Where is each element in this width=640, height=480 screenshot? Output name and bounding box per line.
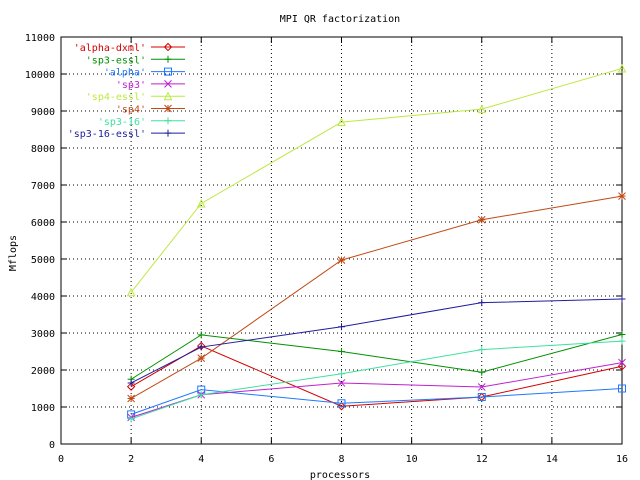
axes: 0 2 4 6 8 10 12 14 16 0 1000 2000 3000 4000 5000 6000 70…: [25, 33, 628, 465]
y-tick-label: 4000: [31, 292, 55, 303]
data-point: [164, 129, 172, 137]
y-tick-label: 3000: [31, 329, 55, 340]
data-point: [337, 399, 346, 408]
y-tick-label: 6000: [31, 218, 55, 229]
data-point: [126, 287, 136, 297]
legend-label: 'sp3-16': [98, 117, 146, 128]
y-tick-label: 1000: [31, 403, 55, 414]
legend: 'alpha-dxml''sp3-essl' 'alpha''sp3''sp4-e…: [68, 42, 185, 140]
data-point: [196, 198, 206, 208]
series-line: [130, 67, 623, 293]
y-tick-label: 7000: [31, 181, 55, 192]
y-tick-label: 0: [49, 440, 55, 451]
x-tick-label: 16: [616, 454, 628, 465]
x-tick-label: 4: [198, 454, 204, 465]
x-tick-label: 10: [406, 454, 418, 465]
x-tick-label: 12: [476, 454, 488, 465]
data-point: [618, 337, 626, 345]
legend-label: 'sp4': [116, 105, 146, 116]
legend-label: 'alpha': [104, 68, 146, 79]
legend-label: 'sp3-essl': [86, 55, 146, 66]
legend-label: 'sp3-16-essl': [68, 129, 146, 140]
y-tick-label: 2000: [31, 366, 55, 377]
data-point: [126, 382, 136, 391]
data-point: [197, 391, 205, 399]
data-point: [618, 295, 626, 303]
data-point: [164, 117, 172, 125]
data-point: [337, 117, 346, 127]
x-tick-label: 8: [338, 454, 344, 465]
data-point: [618, 192, 626, 200]
y-tick-label: 8000: [31, 144, 55, 155]
data-point: [478, 299, 486, 307]
series-line: [130, 298, 623, 384]
chart-title: MPI QR factorization: [280, 14, 400, 25]
x-tick-label: 0: [58, 454, 64, 465]
series-0: [126, 341, 627, 411]
y-tick-label: 9000: [31, 107, 55, 118]
data-point: [477, 104, 487, 114]
data-point: [127, 415, 135, 423]
data-point: [337, 379, 346, 387]
series-5: [127, 192, 626, 403]
data-point: [478, 346, 486, 354]
series-7: [127, 295, 626, 387]
series-line: [130, 340, 623, 420]
y-tick-label: 10000: [25, 70, 55, 81]
data-point: [477, 215, 486, 224]
y-axis-label: Mflops: [8, 235, 19, 271]
data-point: [163, 42, 173, 52]
data-point: [338, 323, 345, 331]
y-tick-label: 11000: [25, 33, 55, 44]
data-point: [197, 343, 205, 351]
data-point: [197, 354, 206, 363]
x-tick-label: 14: [546, 454, 558, 465]
data-point: [164, 55, 172, 63]
y-tick-label: 5000: [31, 255, 55, 266]
data-point: [337, 256, 346, 264]
data-point: [127, 379, 135, 387]
data-point: [164, 67, 172, 76]
series-layer: [126, 63, 627, 423]
x-tick-label: 2: [128, 454, 134, 465]
data-point: [477, 393, 486, 402]
x-axis-label: processors: [310, 470, 370, 480]
series-1: [127, 330, 626, 383]
series-line: [130, 333, 623, 380]
data-point: [478, 368, 486, 376]
series-6: [127, 337, 626, 423]
data-point: [164, 80, 172, 88]
data-point: [618, 384, 626, 393]
data-point: [197, 331, 205, 339]
data-point: [617, 63, 627, 73]
data-point: [618, 330, 626, 338]
x-tick-label: 6: [268, 454, 274, 465]
data-point: [127, 394, 135, 403]
data-point: [338, 370, 345, 378]
legend-label: 'sp4-essl': [86, 92, 146, 103]
legend-label: 'alpha-dxml': [74, 43, 146, 54]
legend-label: 'sp3': [116, 80, 146, 91]
series-2: [127, 384, 626, 419]
data-point: [163, 91, 173, 101]
data-point: [338, 348, 345, 355]
data-point: [164, 104, 172, 113]
series-4: [126, 63, 627, 297]
series-line: [130, 388, 623, 415]
data-point: [477, 383, 486, 391]
data-point: [618, 358, 626, 367]
data-point: [337, 402, 346, 411]
